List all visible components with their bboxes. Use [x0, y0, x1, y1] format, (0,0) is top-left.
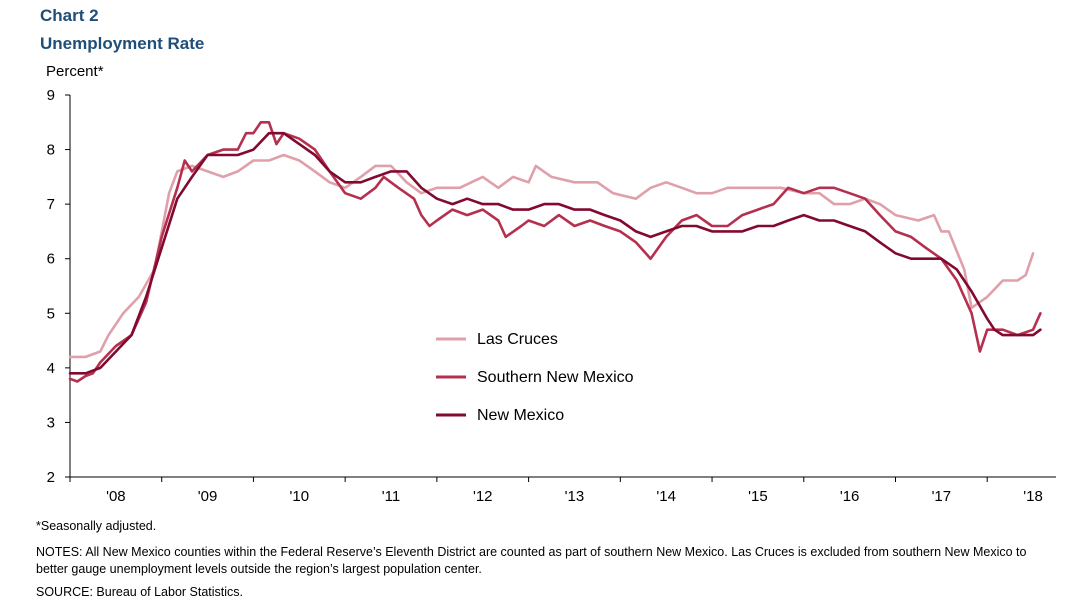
x-tick-label: '17 [932, 488, 952, 505]
x-tick-label: '14 [656, 488, 676, 505]
y-tick-label: 3 [47, 414, 55, 431]
chart-title: Unemployment Rate [40, 34, 205, 53]
y-tick-label: 4 [47, 360, 55, 377]
y-tick-label: 7 [47, 196, 55, 213]
notes: NOTES: All New Mexico counties within th… [36, 545, 1027, 576]
x-tick-label: '15 [748, 488, 768, 505]
y-tick-label: 8 [47, 142, 55, 159]
x-tick-label: '16 [840, 488, 860, 505]
y-tick-label: 2 [47, 469, 55, 486]
legend-label: Las Cruces [477, 331, 558, 348]
x-tick-label: '18 [1023, 488, 1043, 505]
y-tick-label: 5 [47, 305, 55, 322]
y-tick-label: 6 [47, 251, 55, 268]
axes: 2 3 4 5 6 7 8 9 '08 '09 '10 '11 '12 '13 '14 '15 '16 '17 '1… [47, 87, 1056, 505]
chart-number: Chart 2 [40, 6, 99, 25]
x-tick-label: '09 [198, 488, 218, 505]
source: SOURCE: Bureau of Labor Statistics. [36, 585, 244, 599]
footnote: *Seasonally adjusted. [36, 519, 157, 533]
y-tick-label: 9 [47, 87, 55, 104]
series-line-2 [68, 121, 1042, 383]
series-line-3 [68, 131, 1042, 375]
legend: Las Cruces Southern New Mexico New Mexico [436, 331, 634, 424]
series-line-1 [68, 153, 1035, 359]
line-chart: Percent* 2 3 4 5 6 7 8 9 '08 '09 '10 '11 '12 '13 '14 '1… [46, 63, 1056, 505]
y-axis-label: Percent* [46, 63, 104, 80]
x-tick-label: '13 [565, 488, 585, 505]
legend-label: Southern New Mexico [477, 369, 634, 386]
x-tick-label: '08 [106, 488, 126, 505]
x-tick-label: '12 [473, 488, 493, 505]
x-tick-label: '10 [290, 488, 310, 505]
series-lines [68, 121, 1042, 383]
legend-label: New Mexico [477, 407, 564, 424]
x-tick-label: '11 [382, 488, 400, 505]
